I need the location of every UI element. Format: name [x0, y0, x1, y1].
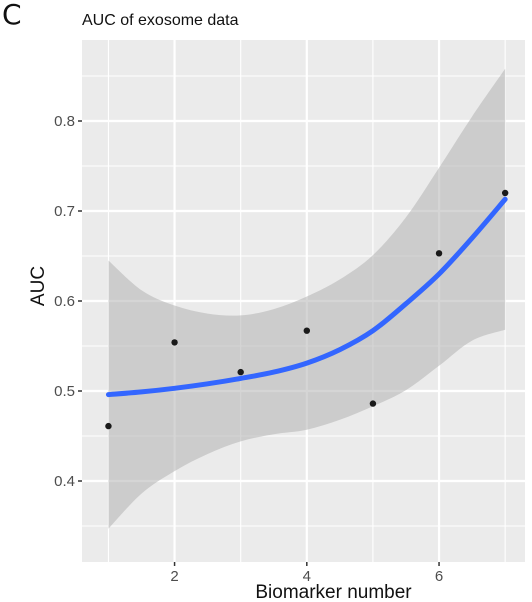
data-point	[237, 368, 244, 376]
x-tick-label: 2	[170, 568, 178, 585]
data-point	[501, 189, 509, 197]
data-point	[435, 250, 443, 257]
y-tick-label: 0.8	[54, 113, 75, 130]
confidence-band	[108, 68, 506, 529]
y-tick-label: 0.4	[54, 473, 75, 490]
data-point	[369, 400, 377, 407]
panel-label: C	[2, 0, 22, 31]
data-point	[105, 422, 112, 430]
data-point	[171, 339, 178, 346]
smooth-trend-line	[105, 196, 508, 398]
x-tick-label: 4	[303, 568, 311, 585]
y-axis-ticks: 0.4 0.5 0.6 0.7 0.8	[54, 113, 82, 490]
y-axis-title: AUC	[28, 266, 49, 306]
data-point	[303, 327, 311, 334]
y-tick-label: 0.6	[54, 293, 75, 310]
data-points	[105, 189, 509, 430]
x-axis-title: Biomarker number	[255, 582, 412, 602]
y-tick-label: 0.7	[54, 203, 75, 220]
chart-title: AUC of exosome data	[82, 12, 239, 29]
x-tick-label: 6	[435, 568, 443, 585]
x-axis-ticks: 2 4 6	[170, 562, 443, 585]
y-tick-label: 0.5	[54, 383, 75, 400]
